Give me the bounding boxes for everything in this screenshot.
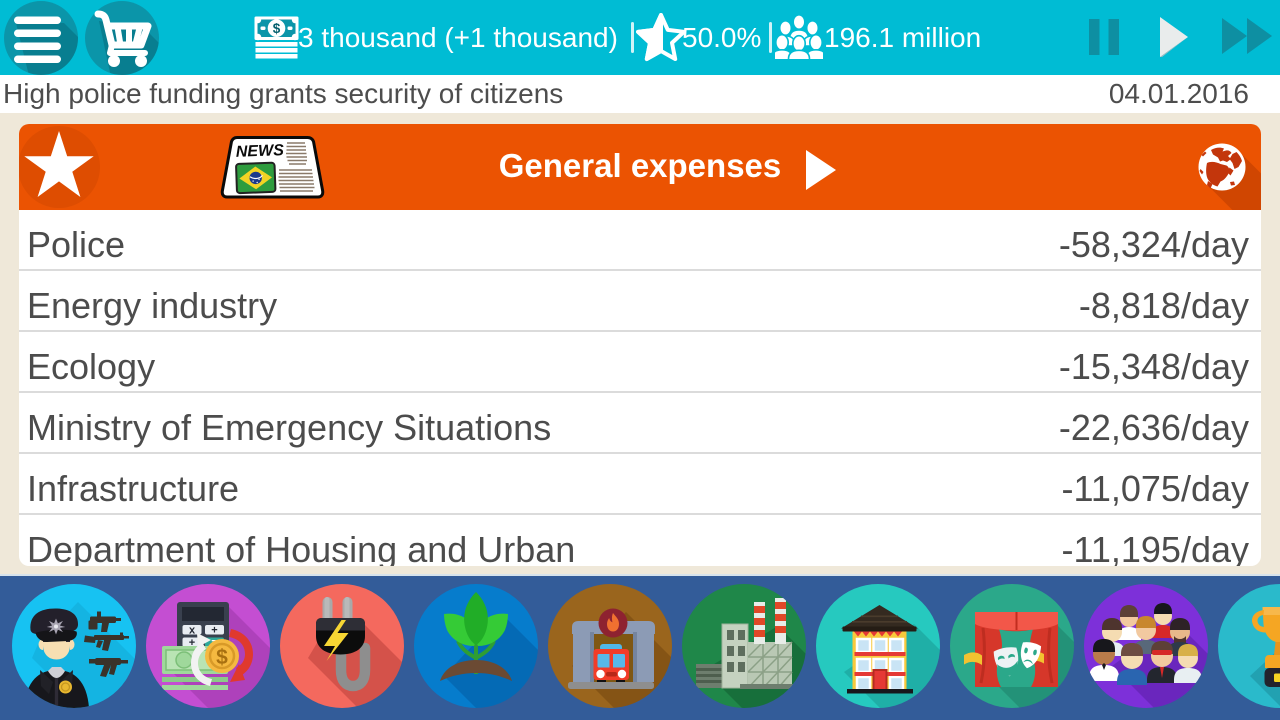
svg-text:NEWS: NEWS [236, 142, 285, 161]
svg-text:x: x [189, 625, 196, 637]
svg-text:+: + [211, 625, 217, 637]
svg-text:+: + [189, 637, 195, 649]
svg-text:$: $ [273, 21, 281, 36]
svg-text:$: $ [216, 646, 228, 669]
